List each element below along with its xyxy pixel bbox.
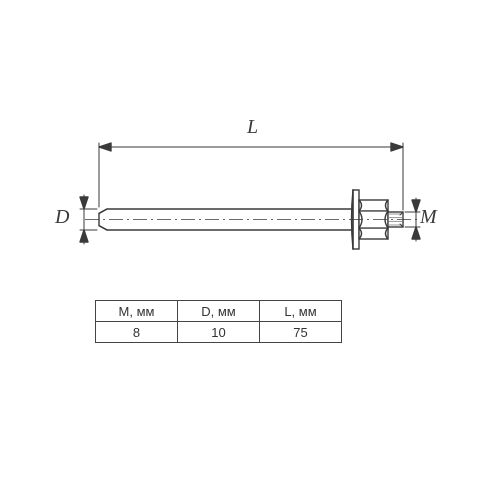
dim-label-l: L (247, 116, 258, 139)
drawing-canvas (0, 0, 500, 500)
cell: 10 (178, 322, 260, 343)
table-row: M, мм D, мм L, мм (96, 301, 342, 322)
col-header: M, мм (96, 301, 178, 322)
table-row: 8 10 75 (96, 322, 342, 343)
dim-label-d: D (55, 206, 69, 229)
dim-label-m: M (420, 206, 437, 229)
spec-table: M, мм D, мм L, мм 8 10 75 (95, 300, 342, 343)
col-header: D, мм (178, 301, 260, 322)
cell: 75 (260, 322, 342, 343)
cell: 8 (96, 322, 178, 343)
col-header: L, мм (260, 301, 342, 322)
